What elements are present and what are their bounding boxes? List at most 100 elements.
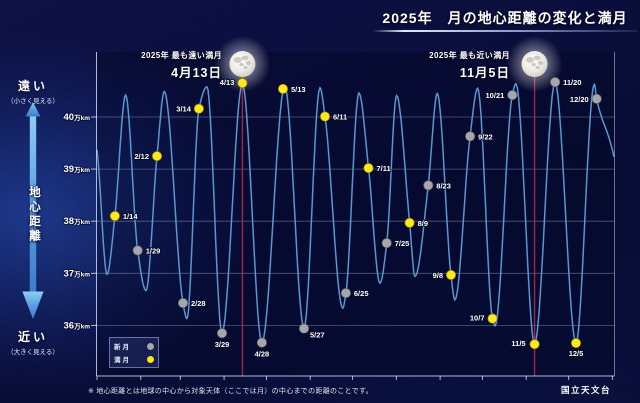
date-label: 1/14: [123, 212, 138, 221]
y-tick-label: 36万km: [64, 320, 91, 331]
date-label: 10/21: [486, 91, 505, 100]
full-moon-dot: [570, 338, 582, 349]
full-moon-swatch: [147, 355, 154, 363]
new-moon-dot: [591, 93, 602, 104]
new-moon-point: 3/29: [214, 328, 230, 350]
y-tick-label: 40万km: [64, 112, 91, 123]
full-moon-point: 3/14: [175, 103, 204, 115]
y-direction-near-label: 近い （大きく見える）: [7, 330, 59, 356]
distance-direction-arrow: [22, 102, 44, 319]
full-moon-point: 10/7: [469, 313, 498, 324]
new-moon-point: 8/23: [423, 180, 452, 191]
full-moon-image-11/5: [506, 36, 563, 92]
new-moon-dot: [298, 323, 310, 334]
full-moon-point: 4/13: [219, 77, 248, 89]
date-label: 3/29: [215, 340, 230, 349]
y-axis-title: 地心距離: [28, 186, 40, 244]
new-moon-point: 7/25: [381, 238, 410, 249]
new-moon-dot: [507, 90, 518, 101]
full-moon-dot: [487, 313, 498, 324]
new-moon-point: 12/20: [569, 93, 602, 105]
credit: 国立天文台: [560, 385, 611, 395]
full-moon-image-4/13: [214, 36, 271, 92]
moon-maria: [239, 62, 244, 67]
annotation-farthest-caption: 2025年 最も遠い満月: [141, 51, 222, 60]
new-moon-dot: [381, 238, 392, 249]
date-label: 12/5: [569, 349, 584, 358]
full-moon-dot: [319, 111, 331, 122]
full-moon-point: 5/13: [277, 83, 307, 95]
full-moon-point: 12/5: [568, 338, 584, 359]
new-moon-dot: [465, 131, 476, 142]
full-moon-point: 1/14: [109, 210, 139, 222]
new-moon-point: 9/22: [465, 131, 494, 142]
full-moon-dot: [109, 210, 120, 222]
date-label: 11/20: [563, 78, 581, 87]
date-label: 4/13: [220, 78, 235, 87]
moon-maria: [537, 61, 544, 65]
date-label: 8/23: [436, 181, 451, 190]
new-moon-dot: [423, 180, 434, 191]
title-underline: [372, 30, 638, 32]
new-moon-point: 10/21: [485, 90, 518, 101]
y-tick-label: 39万km: [64, 164, 91, 175]
moon-maria: [241, 55, 249, 61]
new-moon-dot: [216, 328, 228, 339]
page-title: 2025年 月の地心距離の変化と満月: [382, 10, 628, 26]
full-moon-dot: [404, 217, 415, 228]
moon-maria: [243, 66, 248, 69]
y-tick-label: 37万km: [64, 268, 91, 279]
new-moon-dot: [132, 245, 143, 256]
full-moon-point: 2/12: [133, 151, 163, 162]
date-label: 2/12: [134, 152, 149, 161]
legend-new-moon-label: 新月: [114, 344, 131, 351]
arrow-up-head: [25, 102, 41, 117]
date-label: 3/14: [176, 105, 191, 114]
new-moon-point: 6/25: [340, 288, 370, 299]
new-moon-point: 4/28: [254, 337, 270, 360]
date-label: 5/27: [310, 331, 325, 340]
full-moon-dot: [363, 163, 374, 174]
full-moon-dot: [151, 151, 163, 162]
new-moon-point: 1/29: [132, 245, 161, 256]
full-moon-dot: [529, 339, 540, 350]
full-moon-point: 8/9: [404, 217, 429, 229]
moon-maria: [245, 61, 252, 65]
new-moon-dot: [340, 288, 351, 299]
legend-full-moon-label: 満月: [114, 357, 131, 364]
date-label: 4/28: [255, 350, 270, 359]
moon-maria: [533, 55, 541, 61]
date-label: 5/13: [291, 85, 306, 94]
distance-curve: [96, 79, 615, 347]
full-moon-dot: [193, 103, 204, 114]
plot-area: [97, 52, 615, 376]
moon-maria: [535, 66, 540, 69]
full-moon-dot: [445, 269, 457, 280]
annotation-farthest-full-moon: 2025年 最も遠い満月 4月13日: [97, 50, 222, 81]
grid-layer: 40万km 39万km 38万km 37万km 36万km: [63, 111, 615, 380]
new-moon-swatch: [147, 342, 154, 350]
date-label: 12/20: [570, 95, 589, 104]
full-moon-point: 7/11: [363, 163, 392, 174]
date-label: 10/7: [470, 314, 485, 323]
date-label: 9/22: [478, 132, 493, 141]
arrow-down-head: [22, 291, 44, 319]
moon-maria: [531, 62, 536, 67]
date-label: 9/8: [433, 271, 443, 280]
annotation-farthest-date: 4月13日: [171, 66, 222, 80]
date-label: 2/28: [191, 299, 206, 308]
new-moon-point: 5/27: [298, 323, 326, 341]
full-moon-dot: [237, 78, 248, 89]
date-label: 6/25: [354, 289, 369, 298]
legend-item-full-moon: 満月: [114, 354, 154, 364]
full-moon-point: 6/11: [319, 111, 348, 123]
date-label: 7/11: [377, 164, 391, 173]
moon-maria: [233, 57, 242, 63]
annotation-closest-date: 11月5日: [459, 66, 510, 80]
annotation-closest-full-moon: 2025年 最も近い満月 11月5日: [385, 50, 510, 81]
full-moon-point: 9/8: [432, 269, 457, 281]
footnote: ※ 地心距離とは地球の中心から対象天体（ここでは月）の中心までの距離のことです。: [88, 388, 373, 395]
y-direction-far-label: 遠い （小さく見える）: [7, 79, 59, 105]
